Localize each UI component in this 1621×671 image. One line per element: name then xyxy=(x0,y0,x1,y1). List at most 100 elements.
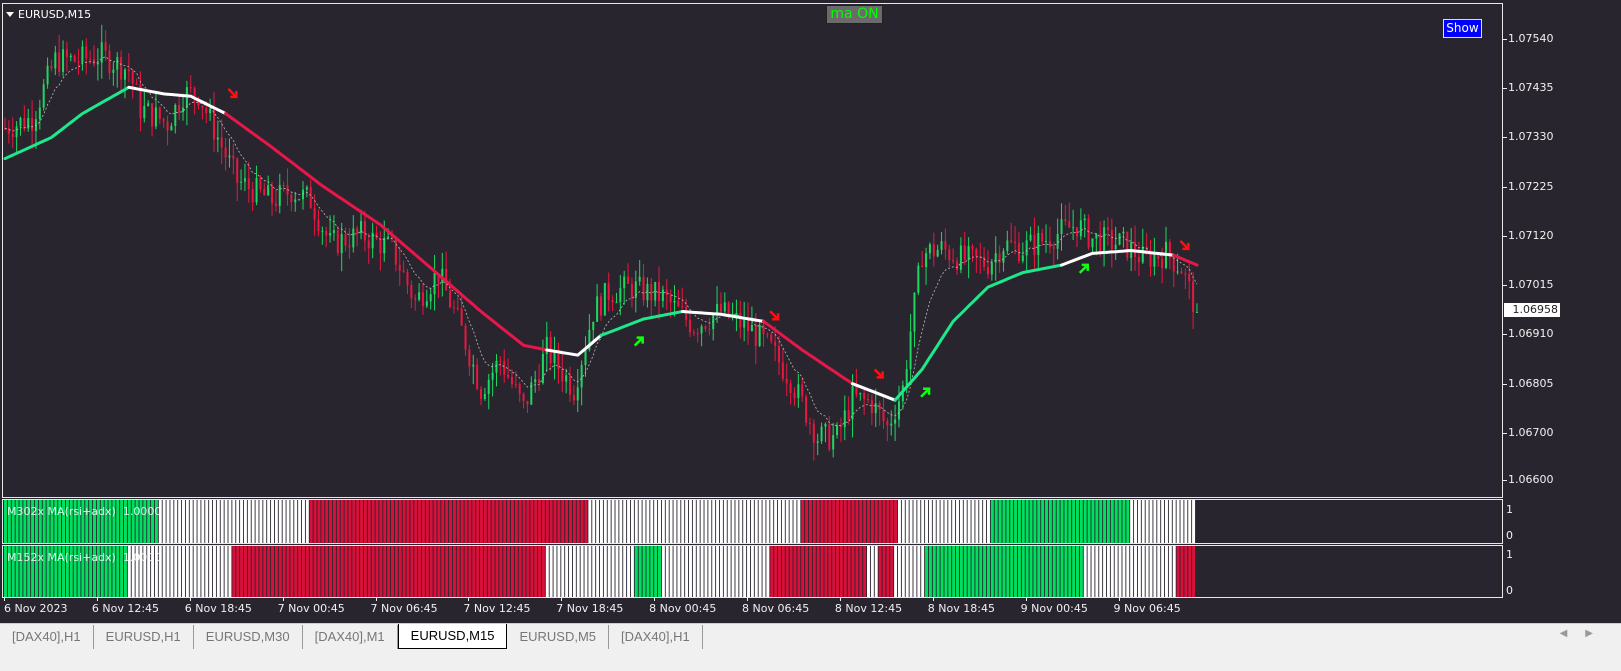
tab-eurusd-m5[interactable]: EURUSD,M5 xyxy=(507,625,610,649)
histogram-bar-red xyxy=(410,500,414,543)
histogram-bar-red xyxy=(429,500,433,543)
histogram-bar-white xyxy=(162,546,166,597)
histogram-bar-green xyxy=(1110,500,1114,543)
histogram-bar-red xyxy=(480,546,483,597)
histogram-bar-green xyxy=(1118,500,1122,543)
tab-eurusd-m30[interactable]: EURUSD,M30 xyxy=(194,625,303,649)
histogram-bar-green xyxy=(642,546,646,597)
candle-bull xyxy=(824,423,827,427)
histogram-bar-white xyxy=(1149,500,1153,543)
candle-bull xyxy=(301,189,304,200)
histogram-bar-red xyxy=(348,500,352,543)
candle-bear xyxy=(460,308,463,326)
histogram-bar-red xyxy=(301,546,305,597)
histogram-bar-white xyxy=(630,500,634,543)
histogram-bar-white xyxy=(665,500,669,543)
candle-bear xyxy=(952,260,955,262)
histogram-bar-red xyxy=(882,500,886,543)
candle-bull xyxy=(758,324,761,346)
histogram-bar-green xyxy=(940,546,944,597)
symbol-header[interactable]: EURUSD,M15 xyxy=(6,8,91,21)
histogram-bar-green xyxy=(944,546,948,597)
tab--dax40-m1[interactable]: [DAX40],M1 xyxy=(303,625,398,649)
histogram-bar-white xyxy=(696,500,700,543)
histogram-bar-green xyxy=(23,500,27,543)
candle-bull xyxy=(243,178,246,182)
histogram-bar-red xyxy=(375,500,379,543)
time-tick-label: 8 Nov 12:45 xyxy=(834,602,903,615)
candle-bull xyxy=(170,125,173,131)
histogram-bar-white xyxy=(677,500,681,543)
candle-bull xyxy=(418,292,421,300)
histogram-bar-white xyxy=(1095,546,1099,597)
candle-bull xyxy=(81,46,84,63)
candle-bull xyxy=(329,233,332,236)
histogram-bar-red xyxy=(855,546,859,597)
ma-toggle-button[interactable]: ma ON xyxy=(826,5,883,24)
histogram-bar-white xyxy=(762,500,766,543)
tab-scroll-right-icon[interactable]: ▶ xyxy=(1585,628,1611,639)
candle-bear xyxy=(375,232,378,239)
tab-eurusd-m15[interactable]: EURUSD,M15 xyxy=(397,624,508,649)
histogram-bar-red xyxy=(499,500,503,543)
histogram-bar-red xyxy=(340,546,344,597)
histogram-bar-green xyxy=(31,500,35,543)
histogram-bar-white xyxy=(139,546,143,597)
tab-scroll-left-icon[interactable]: ◀ xyxy=(1559,628,1586,639)
time-tick-mark xyxy=(654,597,656,601)
tab--dax40-h1[interactable]: [DAX40],H1 xyxy=(0,625,94,649)
candle-bear xyxy=(747,318,750,332)
candle-bear xyxy=(1137,256,1140,263)
histogram-bar-red xyxy=(468,500,472,543)
histogram-bar-green xyxy=(1029,500,1033,543)
symbol-label: EURUSD,M15 xyxy=(18,8,92,21)
histogram-bar-white xyxy=(201,500,205,543)
histogram-bar-white xyxy=(901,500,905,543)
histogram-bar-red xyxy=(836,500,840,543)
tab-eurusd-h1[interactable]: EURUSD,H1 xyxy=(94,625,194,649)
histogram-bar-white xyxy=(1130,546,1134,597)
histogram-bar-red xyxy=(549,500,553,543)
histogram-bar-red xyxy=(352,500,356,543)
histogram-bar-green xyxy=(1099,500,1103,543)
tab--dax40-h1[interactable]: [DAX40],H1 xyxy=(609,625,703,649)
histogram-bar-white xyxy=(553,546,557,597)
histogram-bar-green xyxy=(998,500,1002,543)
histogram-bar-green xyxy=(131,500,135,543)
histogram-bar-white xyxy=(178,500,182,543)
histogram-bar-white xyxy=(185,546,189,597)
indicator-1-value: 1.0000 xyxy=(122,505,162,518)
histogram-bar-white xyxy=(692,546,696,597)
histogram-bar-red xyxy=(456,546,460,597)
histogram-bar-red xyxy=(541,546,545,597)
histogram-bar-red xyxy=(425,546,429,597)
histogram-bar-green xyxy=(1052,500,1056,543)
histogram-bar-red xyxy=(584,500,588,543)
histogram-bar-white xyxy=(158,500,162,543)
histogram-bar-red xyxy=(340,500,344,543)
histogram-bar-green xyxy=(151,500,155,543)
histogram-bar-white xyxy=(774,500,778,543)
histogram-bar-red xyxy=(410,546,414,597)
histogram-bar-red xyxy=(847,546,851,597)
histogram-bar-red xyxy=(398,546,402,597)
histogram-bar-white xyxy=(305,500,309,543)
histogram-bar-white xyxy=(596,546,600,597)
histogram-bar-red xyxy=(418,500,422,543)
histogram-bar-white xyxy=(743,546,747,597)
histogram-bar-green xyxy=(1079,546,1083,597)
show-button[interactable]: Show xyxy=(1443,19,1482,38)
histogram-bar-red xyxy=(286,546,290,597)
histogram-bar-red xyxy=(236,546,240,597)
candle-bear xyxy=(259,178,262,189)
candle-bear xyxy=(986,266,989,275)
histogram-bar-red xyxy=(816,500,820,543)
chart-menu-triangle-icon[interactable] xyxy=(6,12,14,17)
candle-bear xyxy=(696,333,699,335)
histogram-bar-white xyxy=(611,500,615,543)
main-chart-pane[interactable] xyxy=(2,3,1503,498)
histogram-bar-green xyxy=(1002,500,1006,543)
candle-bull xyxy=(1091,238,1094,248)
histogram-bar-red xyxy=(371,500,375,543)
price-tick-label: 1.07225 xyxy=(1508,179,1554,193)
